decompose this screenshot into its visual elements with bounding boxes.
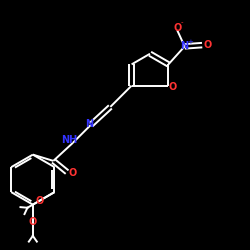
Text: O: O bbox=[29, 217, 37, 227]
Text: -: - bbox=[181, 20, 184, 26]
Text: O: O bbox=[203, 40, 211, 50]
Text: O: O bbox=[168, 82, 176, 92]
Text: +: + bbox=[187, 39, 193, 45]
Text: N: N bbox=[180, 41, 189, 51]
Text: O: O bbox=[173, 23, 181, 32]
Text: O: O bbox=[35, 196, 44, 206]
Text: O: O bbox=[68, 168, 77, 178]
Text: N: N bbox=[86, 119, 94, 128]
Text: NH: NH bbox=[61, 135, 77, 145]
